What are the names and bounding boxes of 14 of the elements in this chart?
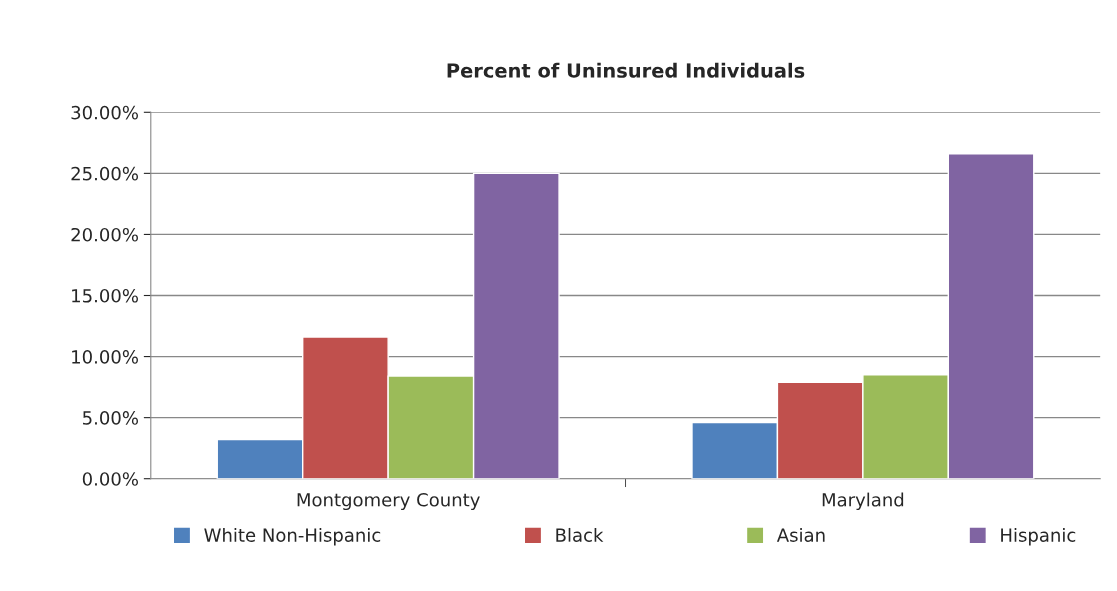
y-tick-label: 20.00% xyxy=(71,227,138,242)
legend-label: Black xyxy=(556,527,604,542)
x-tick-label: Montgomery County xyxy=(297,492,480,511)
x-tick-label: Maryland xyxy=(822,492,904,511)
legend-label: White Non-Hispanic xyxy=(204,527,381,546)
legend-label: Hispanic xyxy=(1001,527,1076,546)
y-tick-label: 15.00% xyxy=(72,288,138,303)
y-tick-label: 0.00% xyxy=(82,472,138,486)
y-tick-label: 5.00% xyxy=(83,411,138,425)
y-tick-label: 30.00% xyxy=(71,105,138,120)
y-tick-label: 25.00% xyxy=(71,166,138,181)
chart-title: Percent of Uninsured Individuals xyxy=(447,62,805,78)
legend-label: Asian xyxy=(776,527,825,542)
y-tick-label: 10.00% xyxy=(72,350,138,364)
